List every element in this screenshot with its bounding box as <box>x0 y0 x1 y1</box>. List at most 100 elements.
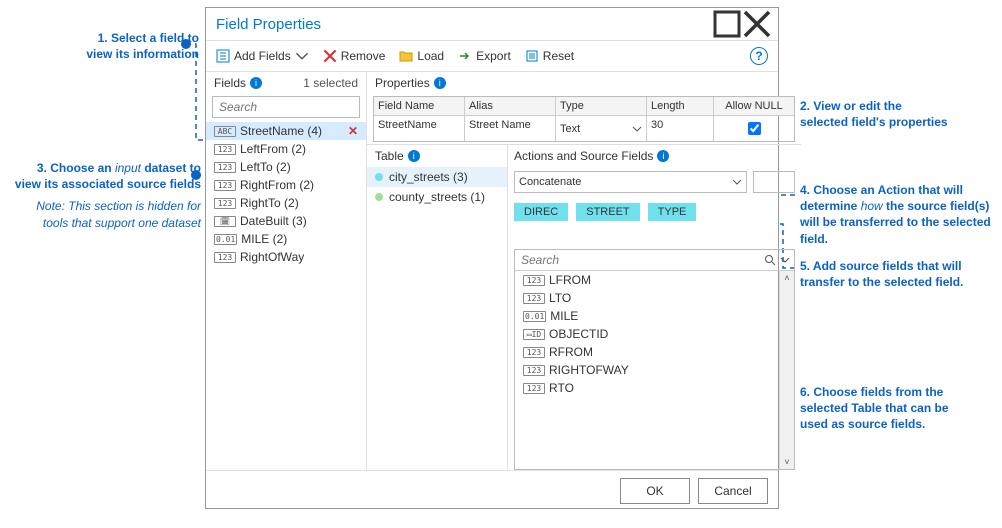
callout-4: 4. Choose an Action that will determine … <box>800 182 995 247</box>
source-field-chip[interactable]: STREET <box>576 203 639 221</box>
scroll-down-icon[interactable]: ˅ <box>780 455 794 469</box>
type-tag: 🗓 <box>214 216 236 227</box>
type-tag: 123 <box>523 293 545 304</box>
field-item[interactable]: 🗓DateBuilt (3) <box>206 212 366 230</box>
remove-field-icon[interactable]: ✕ <box>348 124 358 138</box>
ok-button[interactable]: OK <box>620 478 690 504</box>
fields-header: Fieldsi 1 selected <box>206 72 366 94</box>
close-button[interactable] <box>742 12 772 36</box>
col-length: Length <box>647 97 714 116</box>
source-field-chip[interactable]: TYPE <box>648 203 697 221</box>
chevron-down-icon[interactable] <box>780 257 790 263</box>
field-item[interactable]: 123LeftFrom (2) <box>206 140 366 158</box>
add-fields-button[interactable]: Add Fields <box>216 49 309 63</box>
field-label: RightFrom (2) <box>240 178 358 192</box>
info-icon[interactable]: i <box>434 77 446 89</box>
cancel-button[interactable]: Cancel <box>698 478 768 504</box>
type-tag: ▭ID <box>523 329 545 340</box>
source-field-item[interactable]: 123LFROM <box>515 271 780 289</box>
remove-icon <box>323 49 337 63</box>
properties-header: Propertiesi <box>367 72 801 94</box>
table-list: city_streets (3) county_streets (1) <box>367 167 507 207</box>
source-field-item[interactable]: ▭IDOBJECTID <box>515 325 780 343</box>
fields-search-input[interactable] <box>217 99 378 115</box>
type-tag: 123 <box>214 162 236 173</box>
source-field-item[interactable]: 123LTO <box>515 289 780 307</box>
maximize-button[interactable] <box>712 12 742 36</box>
fields-search[interactable] <box>212 96 360 118</box>
callout-1: 1. Select a field to view its informatio… <box>24 30 199 62</box>
table-color-dot <box>375 193 383 201</box>
field-name-value[interactable]: StreetName <box>374 116 465 141</box>
table-label: county_streets (1) <box>389 190 485 204</box>
info-icon[interactable]: i <box>408 150 420 162</box>
callout-6: 6. Choose fields from the selected Table… <box>800 384 980 433</box>
source-field-item[interactable]: 0.01MILE <box>515 307 780 325</box>
allow-null-checkbox[interactable] <box>714 116 794 141</box>
remove-button[interactable]: Remove <box>323 49 386 63</box>
titlebar: Field Properties <box>206 8 778 41</box>
table-item[interactable]: city_streets (3) <box>367 167 507 187</box>
export-button[interactable]: Export <box>458 49 511 63</box>
callout-3: 3. Choose an input dataset to view its a… <box>6 160 201 231</box>
type-tag: 123 <box>523 365 545 376</box>
field-item[interactable]: 123 RightFrom (2) <box>206 176 366 194</box>
actions-header: Actions and Source Fieldsi <box>514 145 795 167</box>
type-tag: 123 <box>523 347 545 358</box>
type-tag: 123 <box>523 275 545 286</box>
reset-icon <box>525 49 539 63</box>
type-value[interactable]: Text <box>556 116 647 141</box>
scroll-up-icon[interactable]: ˄ <box>780 271 794 285</box>
source-field-chips: DIREC STREET TYPE <box>514 203 795 221</box>
reset-button[interactable]: Reset <box>525 49 574 63</box>
source-field-chip[interactable]: DIREC <box>514 203 568 221</box>
info-icon[interactable]: i <box>657 150 669 162</box>
table-label: city_streets (3) <box>389 170 468 184</box>
field-label: RightTo (2) <box>240 196 358 210</box>
length-value[interactable]: 30 <box>647 116 714 141</box>
source-field-item[interactable]: 123RTO <box>515 379 780 397</box>
table-item[interactable]: county_streets (1) <box>367 187 507 207</box>
action-select[interactable]: Concatenate <box>514 171 747 193</box>
field-label: LeftFrom (2) <box>240 142 358 156</box>
field-item[interactable]: ABCStreetName (4)✕ <box>206 122 366 140</box>
type-tag: 123 <box>214 252 236 263</box>
chevron-down-icon <box>295 49 309 63</box>
type-tag: ABC <box>214 126 236 137</box>
type-tag: 123 <box>214 180 236 191</box>
field-item[interactable]: 123 LeftTo (2) <box>206 158 366 176</box>
source-fields-list: 123LFROM123LTO0.01MILE▭IDOBJECTID123RFRO… <box>515 271 794 469</box>
folder-icon <box>399 49 413 63</box>
type-tag: 123 <box>214 198 236 209</box>
toolbar: Add Fields Remove Load Export Reset ? <box>206 41 778 72</box>
chevron-down-icon <box>732 179 742 185</box>
load-button[interactable]: Load <box>399 49 444 63</box>
field-item[interactable]: 123 RightOfWay <box>206 248 366 266</box>
field-label: MILE (2) <box>241 232 358 246</box>
field-label: LeftTo (2) <box>240 160 358 174</box>
selected-count: 1 selected <box>303 76 358 90</box>
window-title: Field Properties <box>216 16 712 33</box>
field-label: RightOfWay <box>240 250 358 264</box>
source-field-item[interactable]: 123 RIGHTOFWAY <box>515 361 780 379</box>
col-allow-null: Allow NULL <box>714 97 794 116</box>
source-field-label: RIGHTOFWAY <box>549 363 772 377</box>
join-char-input[interactable] <box>753 171 795 193</box>
scrollbar[interactable]: ˄ ˅ <box>779 271 794 469</box>
table-color-dot <box>375 173 383 181</box>
help-button[interactable]: ? <box>750 47 768 65</box>
type-tag: 123 <box>523 383 545 394</box>
info-icon[interactable]: i <box>250 77 262 89</box>
source-field-item[interactable]: 123RFROM <box>515 343 780 361</box>
chevron-down-icon <box>632 126 642 132</box>
source-search[interactable] <box>515 250 794 271</box>
source-search-input[interactable] <box>519 252 764 268</box>
col-alias: Alias <box>465 97 556 116</box>
field-item[interactable]: 123 RightTo (2) <box>206 194 366 212</box>
export-icon <box>458 49 472 63</box>
alias-value[interactable]: Street Name <box>465 116 556 141</box>
fields-list: ABCStreetName (4)✕123LeftFrom (2)123Left… <box>206 120 366 470</box>
field-item[interactable]: 0.01MILE (2) <box>206 230 366 248</box>
type-tag: 0.01 <box>523 311 546 322</box>
col-field-name: Field Name <box>374 97 465 116</box>
